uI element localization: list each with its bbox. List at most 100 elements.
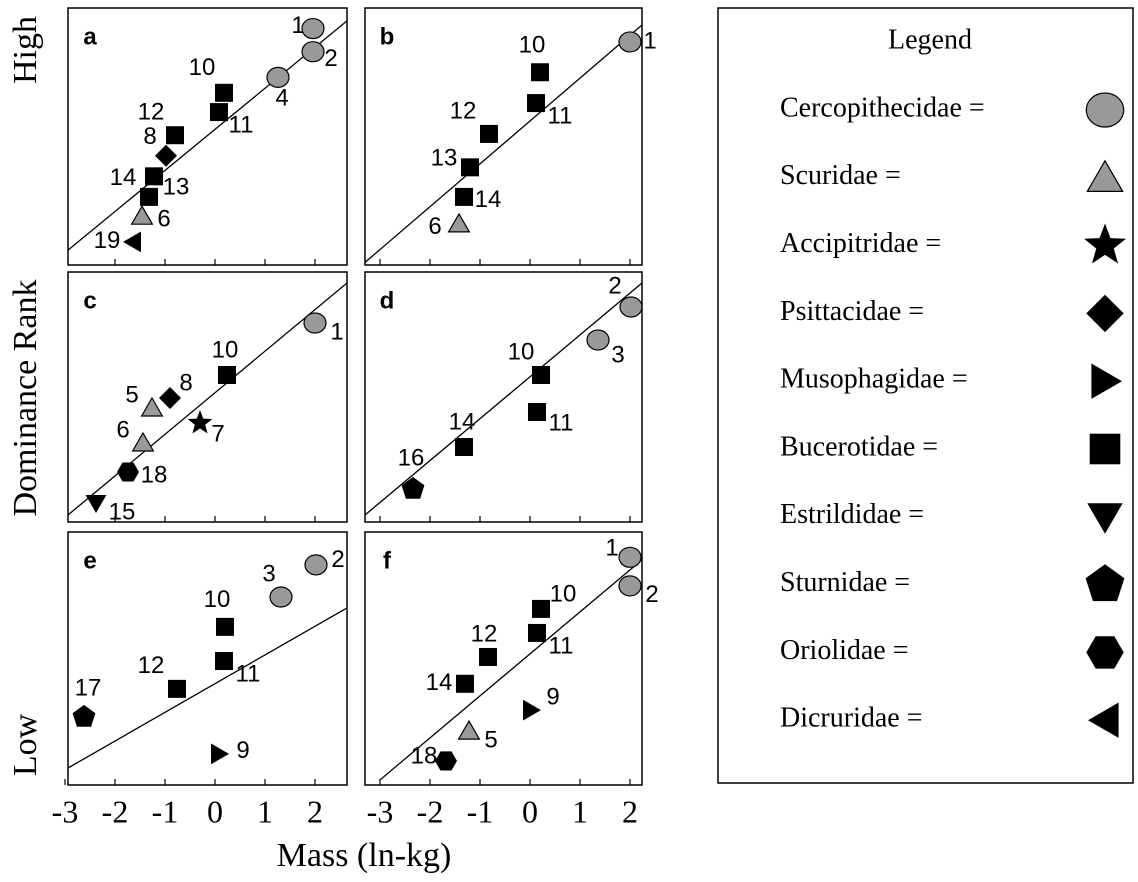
point-label: 1 [291, 12, 304, 39]
y-high-label: High [7, 16, 44, 84]
point-label: 12 [450, 97, 477, 124]
panel-label: e [83, 547, 96, 574]
marker [168, 679, 186, 698]
legend-title: Legend [888, 24, 972, 55]
x-tick-label: -1 [152, 793, 179, 829]
legend-label: Bucerotidae = [780, 431, 938, 462]
point-label: 2 [331, 546, 344, 573]
point-label: 10 [189, 54, 216, 81]
y-low-label: Low [7, 713, 44, 776]
x-tick-label: 1 [572, 793, 588, 829]
fit-line [364, 282, 643, 516]
point-label: 11 [549, 632, 574, 659]
marker [303, 312, 327, 334]
panel-label: a [83, 23, 97, 50]
panel-label: d [380, 287, 395, 314]
point-label: 6 [428, 213, 441, 240]
marker [117, 462, 139, 482]
panel-frame [364, 271, 643, 523]
point-label: 1 [605, 535, 618, 562]
marker [528, 623, 546, 642]
fit-line [364, 24, 643, 263]
marker [528, 403, 546, 421]
point-label: 17 [75, 674, 102, 701]
marker [187, 410, 213, 434]
marker [523, 699, 541, 721]
marker [480, 124, 498, 143]
x-tick-label: -3 [367, 793, 394, 829]
point-label: 12 [138, 652, 165, 679]
point-label: 18 [141, 461, 168, 488]
y-axis-label: Dominance Rank [7, 280, 44, 517]
panel-label: c [83, 287, 96, 314]
fit-line [67, 20, 348, 251]
point-label: 10 [204, 586, 231, 613]
x-tick-label: 0 [207, 793, 223, 829]
fit-line [67, 282, 348, 516]
point-label: 14 [449, 408, 476, 435]
marker [140, 396, 164, 417]
point-label: 10 [508, 338, 535, 365]
x-tick-label: -3 [52, 793, 79, 829]
point-label: 2 [324, 45, 337, 72]
point-label: 11 [229, 111, 254, 138]
point-label: 10 [550, 580, 577, 607]
point-label: 2 [608, 272, 621, 299]
marker [216, 617, 234, 636]
marker [531, 63, 549, 82]
point-label: 3 [262, 560, 275, 587]
marker [532, 599, 550, 618]
marker [618, 575, 642, 597]
panel-frame [364, 7, 643, 266]
fit-line [379, 559, 643, 781]
point-label: 10 [519, 32, 546, 59]
legend-label: Musophagidae = [780, 364, 968, 395]
marker [447, 212, 471, 233]
legend-box [717, 7, 1134, 784]
point-label: 5 [125, 381, 138, 408]
point-label: 18 [411, 742, 438, 769]
marker [461, 158, 479, 177]
marker [218, 366, 236, 384]
point-label: 5 [484, 726, 497, 753]
marker [210, 103, 228, 122]
legend-marker [1085, 564, 1125, 602]
point-label: 3 [611, 341, 624, 368]
marker [618, 546, 642, 568]
marker [211, 743, 229, 765]
point-label: 7 [211, 420, 224, 447]
legend-label: Dicruridae = [780, 703, 923, 734]
point-label: 1 [643, 27, 656, 54]
marker [301, 17, 325, 40]
point-label: 16 [398, 444, 425, 471]
point-label: 14 [475, 186, 502, 213]
marker [456, 674, 474, 693]
point-label: 9 [546, 683, 559, 710]
legend-marker [1088, 702, 1119, 738]
legend-label: Sturnidae = [780, 567, 910, 598]
marker [455, 187, 473, 206]
x-tick-label: -2 [102, 793, 129, 829]
marker [155, 144, 177, 167]
panel-label: b [380, 23, 395, 50]
marker [166, 126, 184, 145]
marker [618, 31, 642, 53]
marker [140, 187, 158, 206]
point-label: 6 [157, 206, 170, 233]
legend-label: Cercopithecidae = [780, 92, 985, 123]
point-label: 14 [426, 669, 453, 696]
marker [532, 366, 550, 384]
x-tick-label: -1 [467, 793, 494, 829]
legend-marker [1091, 363, 1122, 399]
marker [145, 167, 163, 186]
point-label: 10 [212, 336, 239, 363]
legend-marker [1086, 294, 1124, 333]
marker [455, 438, 473, 456]
marker [131, 431, 155, 452]
point-label: 2 [645, 581, 658, 608]
panel-label: f [383, 547, 392, 574]
marker [215, 652, 233, 671]
marker [269, 586, 293, 608]
legend-label: Scuridae = [780, 160, 901, 191]
